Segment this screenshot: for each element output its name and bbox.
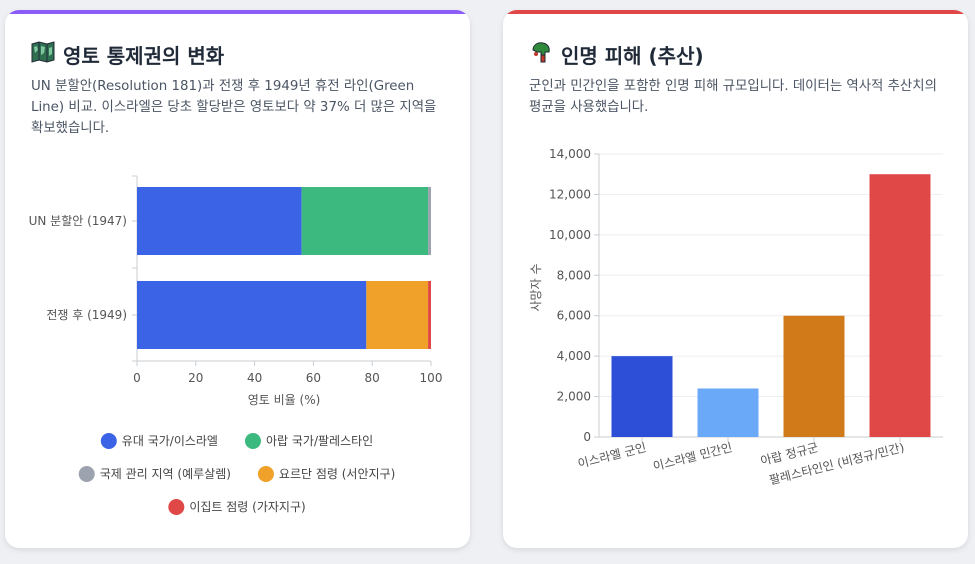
bar-segment <box>428 187 431 255</box>
legend-swatch <box>244 433 261 449</box>
x-tick-label: 40 <box>247 371 262 385</box>
x-axis-title: 영토 비율 (%) <box>248 393 321 407</box>
bar-segment <box>301 187 429 255</box>
title-text: 영토 통제권의 변화 <box>63 44 225 68</box>
y-tick-label: 12,000 <box>549 187 591 201</box>
x-tick-label: 100 <box>420 371 443 385</box>
legend-swatch <box>100 433 117 449</box>
legend-label: 이집트 점령 (가자지구) <box>189 500 305 514</box>
map-icon <box>31 41 55 68</box>
casualty-icon <box>529 40 553 69</box>
legend-swatch <box>168 499 185 515</box>
bar <box>697 388 759 437</box>
y-tick-label: 2,000 <box>557 390 591 404</box>
x-tick-label: 이스라엘 군인 <box>576 440 647 471</box>
bar-segment <box>428 281 431 349</box>
y-tick-label: 4,000 <box>557 349 591 363</box>
legend-label: 국제 관리 지역 (예루살렘) <box>100 467 231 481</box>
casualty-card: 인명 피해 (추산) 군인과 민간인을 포함한 인명 피해 규모입니다. 데이터… <box>503 10 968 548</box>
x-tick-label: 0 <box>133 371 141 385</box>
casualty-card-description: 군인과 민간인을 포함한 인명 피해 규모입니다. 데이터는 역사적 추산치의 … <box>529 79 937 115</box>
territory-card-title: 영토 통제권의 변화 <box>31 40 224 69</box>
legend-label: 아랍 국가/팔레스타인 <box>266 434 373 448</box>
y-tick-label: UN 분할안 (1947) <box>29 214 127 228</box>
card-accent-bar <box>5 10 470 14</box>
bar <box>869 174 931 437</box>
y-tick-label: 8,000 <box>557 268 591 282</box>
card-accent-bar <box>503 10 968 14</box>
legend-swatch <box>78 466 95 482</box>
y-tick-label: 14,000 <box>549 147 591 161</box>
bar-segment <box>137 187 302 255</box>
y-tick-label: 전쟁 후 (1949) <box>46 308 127 322</box>
legend-label: 요르단 점령 (서안지구) <box>279 467 395 481</box>
bar-segment <box>137 281 367 349</box>
territory-stacked-bar-chart: UN 분할안 (1947) 전쟁 후 (1949) 0 20 40 60 80 100 영토 비… <box>29 175 443 515</box>
bar <box>783 315 845 437</box>
bar-segment <box>366 281 429 349</box>
x-tick-label: 20 <box>188 371 203 385</box>
y-axis-title: 사망자 수 <box>529 264 543 312</box>
x-tick-label: 이스라엘 민간인 <box>652 440 734 473</box>
title-text: 인명 피해 (추산) <box>561 44 704 68</box>
legend-swatch <box>257 466 274 482</box>
territory-card: 영토 통제권의 변화 UN 분할안(Resolution 181)과 전쟁 후 … <box>5 10 470 548</box>
x-tick-label: 60 <box>306 371 321 385</box>
casualty-bar-chart: 0 2,000 4,000 6,000 8,000 10,000 12,000 14,000 사… <box>529 147 943 487</box>
y-tick-label: 10,000 <box>549 228 591 242</box>
x-tick-label: 80 <box>365 371 380 385</box>
legend-label: 유대 국가/이스라엘 <box>122 434 218 448</box>
y-tick-label: 6,000 <box>557 309 591 323</box>
casualty-card-title: 인명 피해 (추산) <box>529 40 704 69</box>
bar <box>611 356 673 437</box>
y-tick-label: 0 <box>583 430 591 444</box>
territory-card-description: UN 분할안(Resolution 181)과 전쟁 후 1949년 휴전 라인… <box>31 79 437 136</box>
